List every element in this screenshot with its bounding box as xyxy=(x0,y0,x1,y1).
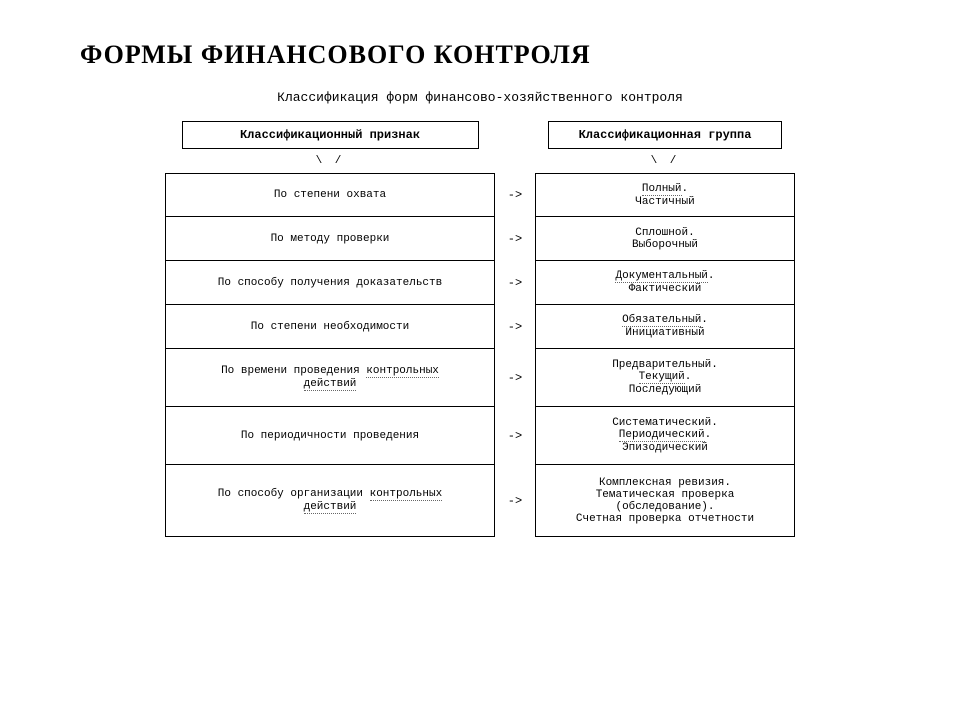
arrow-right-icon: -> xyxy=(508,349,522,407)
arrow-right-icon: -> xyxy=(508,217,522,261)
left-column: Классификационный признак \ / По степени… xyxy=(165,121,495,537)
arrow-right-icon: -> xyxy=(508,173,522,217)
arrow-column: ->->->->->->-> xyxy=(495,121,535,537)
arrow-right-icon: -> xyxy=(508,465,522,537)
down-arrow-right: \ / xyxy=(651,153,680,169)
criterion-cell: По степени необходимости xyxy=(165,305,495,349)
right-header: Классификационная группа xyxy=(548,121,782,149)
right-column: Классификационная группа \ / Полный.Част… xyxy=(535,121,795,537)
group-cell: Документальный.Фактический xyxy=(535,261,795,305)
group-cell: Предварительный.Текущий.Последующий xyxy=(535,349,795,407)
criterion-cell: По способу организации контрольныхдейств… xyxy=(165,465,495,537)
criterion-cell: По методу проверки xyxy=(165,217,495,261)
page-title: ФОРМЫ ФИНАНСОВОГО КОНТРОЛЯ xyxy=(80,40,900,70)
group-cell: Сплошной.Выборочный xyxy=(535,217,795,261)
arrow-right-icon: -> xyxy=(508,407,522,465)
group-cell: Систематический.Периодический.Эпизодичес… xyxy=(535,407,795,465)
criterion-cell: По времени проведения контрольныхдействи… xyxy=(165,349,495,407)
left-header: Классификационный признак xyxy=(182,121,479,149)
group-cell: Полный.Частичный xyxy=(535,173,795,217)
group-cell: Обязательный.Инициативный xyxy=(535,305,795,349)
criterion-cell: По способу получения доказательств xyxy=(165,261,495,305)
arrow-right-icon: -> xyxy=(508,305,522,349)
criterion-cell: По степени охвата xyxy=(165,173,495,217)
classification-diagram: Классификационный признак \ / По степени… xyxy=(60,121,900,537)
arrow-right-icon: -> xyxy=(508,261,522,305)
down-arrow-left: \ / xyxy=(316,153,345,169)
diagram-subtitle: Классификация форм финансово-хозяйственн… xyxy=(60,90,900,105)
group-cell: Комплексная ревизия.Тематическая проверк… xyxy=(535,465,795,537)
criterion-cell: По периодичности проведения xyxy=(165,407,495,465)
